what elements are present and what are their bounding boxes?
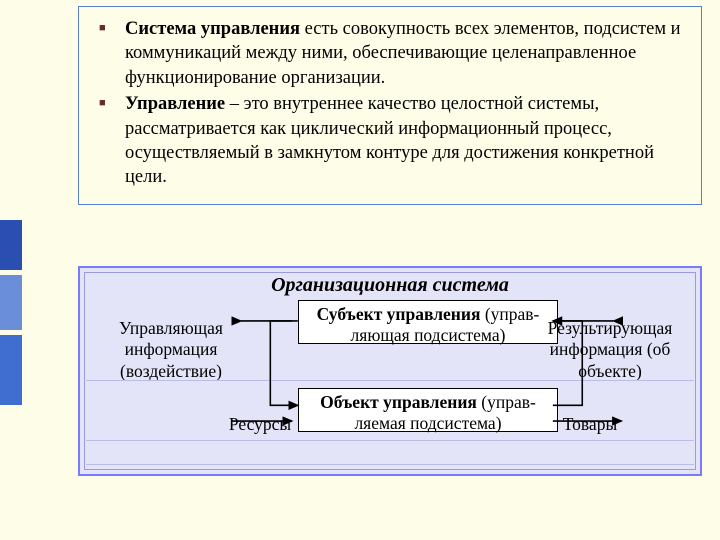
object-box: Объект управления (управ-ляемая подсисте…	[298, 388, 558, 432]
object-bold: Объект управления	[320, 392, 477, 412]
definition-item-1: Система управления есть совокупность все…	[93, 17, 687, 90]
right-info-label: Результирующая информация (об объекте)	[530, 318, 690, 382]
deco-bar-3	[0, 335, 22, 405]
divider-3	[86, 464, 694, 465]
org-system-diagram: Организационная система Субъект управлен…	[78, 266, 702, 476]
deco-bar-1	[0, 220, 22, 270]
goods-label: Товары	[550, 414, 630, 435]
resources-label: Ресурсы	[220, 414, 300, 435]
divider-2	[86, 440, 694, 441]
divider-1	[86, 380, 694, 381]
subject-bold: Субъект управления	[317, 304, 481, 324]
left-info-label: Управляющая информация (воздействие)	[96, 318, 246, 382]
definitions-box: Система управления есть совокупность все…	[78, 6, 702, 205]
definition-item-2: Управление – это внутреннее качество цел…	[93, 92, 687, 190]
def2-term: Управление	[125, 94, 230, 114]
diagram-title: Организационная система	[80, 274, 700, 297]
deco-bar-2	[0, 275, 22, 330]
subject-box: Субъект управления (управ-ляющая подсист…	[298, 300, 558, 344]
def1-term: Система управления	[125, 19, 300, 39]
